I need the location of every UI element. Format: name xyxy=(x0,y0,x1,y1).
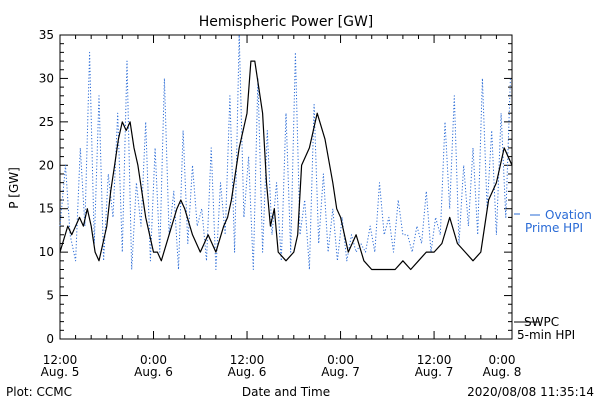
y-tick-label: 10 xyxy=(39,245,54,259)
x-tick-label-time: 12:00 xyxy=(417,353,452,367)
x-tick-label-time: 12:00 xyxy=(230,353,265,367)
series-swpc-line xyxy=(59,60,513,271)
plot-credit: Plot: CCMC xyxy=(6,385,72,399)
y-axis-label: P [GW] xyxy=(7,167,21,209)
y-axis: 0 5 10 15 20 25 30 35 xyxy=(39,28,512,346)
x-tick-label-date: Aug. 7 xyxy=(321,365,360,379)
series-ovation-line xyxy=(59,34,511,270)
y-tick-label: 20 xyxy=(39,158,54,172)
x-tick-label-time: 0:00 xyxy=(140,353,167,367)
x-tick-label-date: Aug. 6 xyxy=(228,365,267,379)
x-tick-label-date: Aug. 5 xyxy=(41,365,80,379)
plot-frame xyxy=(59,34,513,340)
x-tick-label-date: Aug. 8 xyxy=(483,365,522,379)
plot-timestamp: 2020/08/08 11:35:14 xyxy=(467,385,594,399)
y-tick-label: 15 xyxy=(39,202,54,216)
y-tick-label: 0 xyxy=(46,332,54,346)
y-tick-label: 25 xyxy=(39,115,54,129)
legend-ovation: Ovation Prime HPI xyxy=(514,208,592,235)
legend-ovation-label-2: Prime HPI xyxy=(525,221,583,235)
x-tick-label-time: 0:00 xyxy=(327,353,354,367)
x-axis-label: Date and Time xyxy=(242,385,330,399)
y-tick-label: 30 xyxy=(39,71,54,85)
y-tick-label: 5 xyxy=(46,289,54,303)
legend-swpc-label-2: 5-min HPI xyxy=(517,328,575,342)
x-tick-label-time: 0:00 xyxy=(489,353,516,367)
x-tick-label-date: Aug. 7 xyxy=(415,365,454,379)
series-group xyxy=(59,34,513,271)
x-tick-label-time: 12:00 xyxy=(43,353,78,367)
legend-swpc-label-1: SWPC xyxy=(524,315,559,329)
legend-ovation-label-1: Ovation xyxy=(545,208,592,222)
x-tick-label-date: Aug. 6 xyxy=(134,365,173,379)
legend-swpc: SWPC 5-min HPI xyxy=(514,315,575,342)
y-tick-label: 35 xyxy=(39,28,54,42)
chart-title: Hemispheric Power [GW] xyxy=(199,14,374,30)
